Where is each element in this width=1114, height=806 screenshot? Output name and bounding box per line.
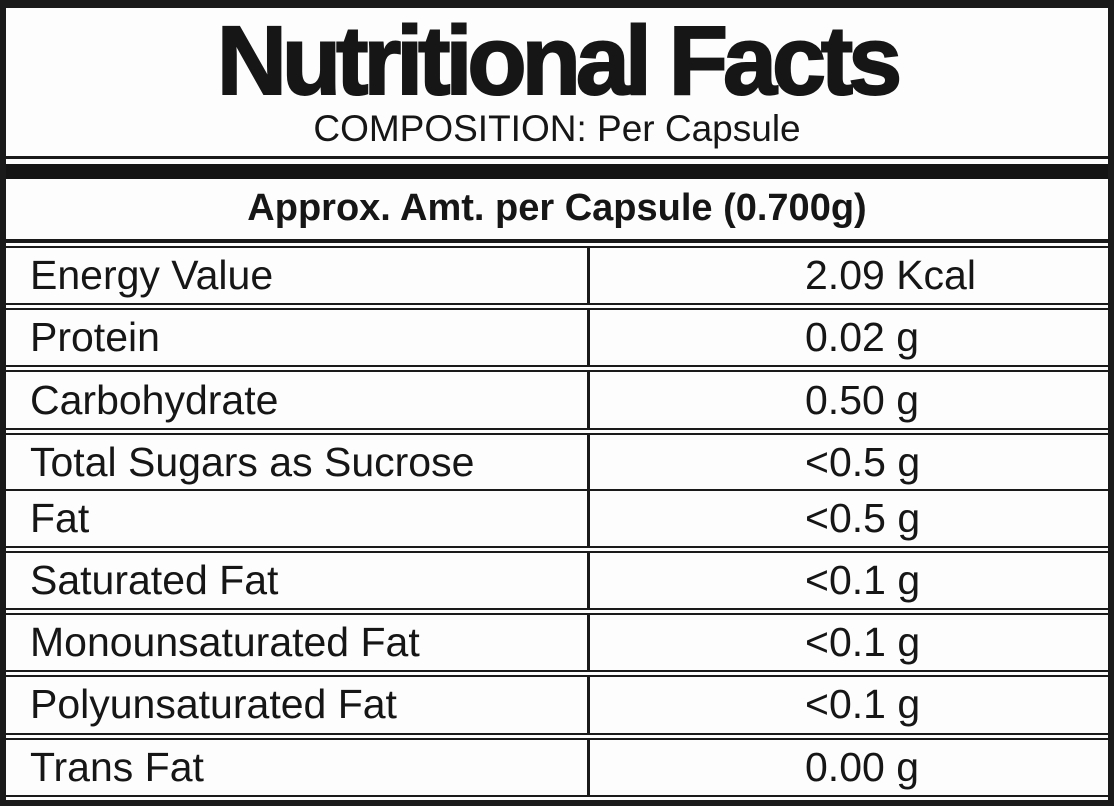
column-header-label: Approx. Amt. per Capsule (0.700g) <box>247 187 867 230</box>
table-row: Polyunsaturated Fat <0.1 g <box>6 677 1108 733</box>
label-title: Nutritional Facts <box>216 6 903 115</box>
row-group: Trans Fat 0.00 g <box>6 737 1108 798</box>
nutrient-value: <0.5 g <box>587 434 1108 490</box>
row-group: Protein 0.02 g <box>6 308 1108 368</box>
nutrient-name: Total Sugars as Sucrose <box>30 438 475 485</box>
nutrient-table: Energy Value 2.09 Kcal Protein 0.02 g Carboh… <box>6 243 1108 800</box>
label-subtitle: COMPOSITION: Per Capsule <box>313 108 801 149</box>
nutrient-name: Trans Fat <box>30 743 204 790</box>
table-row: Saturated Fat <0.1 g <box>6 552 1108 608</box>
nutrient-value: <0.1 g <box>587 614 1108 671</box>
table-row: Energy Value 2.09 Kcal <box>6 247 1108 304</box>
nutrient-name: Carbohydrate <box>30 376 279 423</box>
nutrient-name: Energy Value <box>30 251 274 298</box>
nutrient-value: <0.1 g <box>587 552 1108 608</box>
row-group: Polyunsaturated Fat <0.1 g <box>6 675 1108 735</box>
row-group: Carbohydrate 0.50 g <box>6 370 1108 430</box>
nutrient-value: 2.09 Kcal <box>587 247 1108 304</box>
row-group: Saturated Fat <0.1 g <box>6 550 1108 610</box>
nutrient-name: Saturated Fat <box>30 556 279 603</box>
nutrient-name: Monounsaturated Fat <box>30 619 420 666</box>
nutrient-value: 0.00 g <box>587 739 1108 796</box>
nutrient-value: 0.50 g <box>587 372 1108 428</box>
table-row: Monounsaturated Fat <0.1 g <box>6 614 1108 671</box>
nutrient-value: 0.02 g <box>587 310 1108 366</box>
thick-divider-bar <box>6 163 1108 179</box>
row-group: Energy Value 2.09 Kcal <box>6 245 1108 306</box>
nutrient-value: <0.5 g <box>587 491 1108 546</box>
table-row: Protein 0.02 g <box>6 310 1108 366</box>
table-row: Total Sugars as Sucrose <0.5 g <box>6 434 1108 490</box>
row-group: Monounsaturated Fat <0.1 g <box>6 612 1108 673</box>
nutrient-name: Protein <box>30 314 160 361</box>
title-section: Nutritional Facts COMPOSITION: Per Capsu… <box>6 8 1108 159</box>
nutrient-name: Polyunsaturated Fat <box>30 681 397 728</box>
table-row: Carbohydrate 0.50 g <box>6 372 1108 428</box>
nutrient-name: Fat <box>30 494 90 541</box>
row-group: Total Sugars as Sucrose <0.5 g Fat <0.5 g <box>6 432 1108 548</box>
column-header-row: Approx. Amt. per Capsule (0.700g) <box>6 179 1108 243</box>
nutrient-value: <0.1 g <box>587 677 1108 733</box>
table-row: Trans Fat 0.00 g <box>6 739 1108 796</box>
table-row: Fat <0.5 g <box>6 489 1108 546</box>
